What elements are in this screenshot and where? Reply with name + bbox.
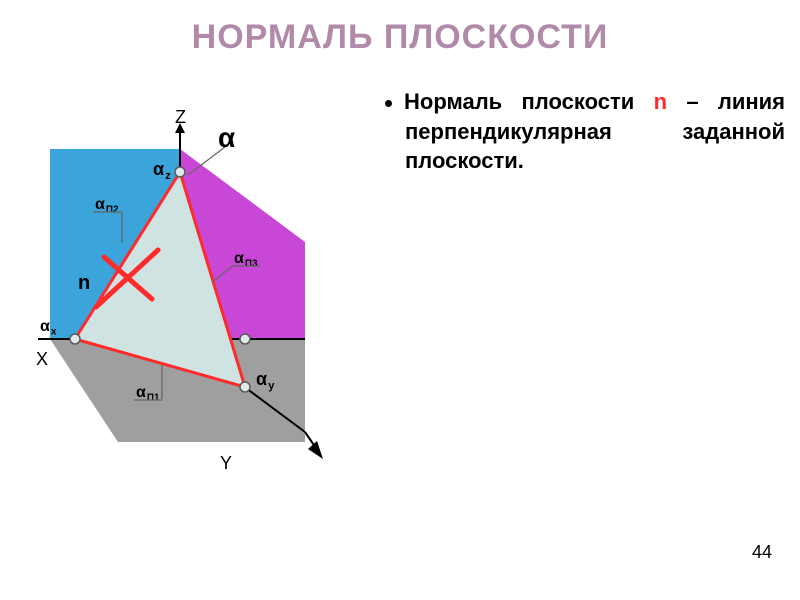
- svg-text:α: α: [95, 196, 105, 213]
- page-title: НОРМАЛЬ ПЛОСКОСТИ: [0, 0, 800, 57]
- bullet-pre: Нормаль плоскости: [404, 89, 654, 114]
- svg-text:Z: Z: [175, 107, 186, 127]
- svg-text:Y: Y: [220, 453, 232, 473]
- page-number: 44: [752, 542, 772, 563]
- svg-text:n: n: [78, 272, 90, 294]
- diagram-container: ZXYααzαП2αП3αП1αyαxn: [40, 117, 340, 477]
- svg-text:П2: П2: [106, 205, 119, 216]
- svg-text:П1: П1: [147, 393, 160, 404]
- bullet-n-symbol: n: [654, 89, 667, 114]
- svg-text:П3: П3: [245, 259, 258, 270]
- svg-text:x: x: [51, 327, 57, 338]
- diagram-svg: ZXYααzαП2αП3αП1αyαxn: [40, 117, 340, 477]
- svg-text:α: α: [153, 159, 164, 179]
- svg-text:α: α: [136, 384, 146, 401]
- svg-text:z: z: [165, 170, 171, 182]
- svg-text:α: α: [218, 122, 235, 153]
- definition-bullet: Нормаль плоскости n – линия перпендикуля…: [405, 87, 785, 176]
- svg-text:y: y: [268, 380, 275, 392]
- svg-text:α: α: [40, 318, 50, 335]
- svg-text:α: α: [234, 250, 244, 267]
- svg-text:α: α: [256, 369, 267, 389]
- body-area: ZXYααzαП2αП3αП1αyαxn Нормаль плоскости n…: [0, 57, 800, 577]
- svg-text:X: X: [36, 349, 48, 369]
- bullet-icon: [385, 100, 392, 107]
